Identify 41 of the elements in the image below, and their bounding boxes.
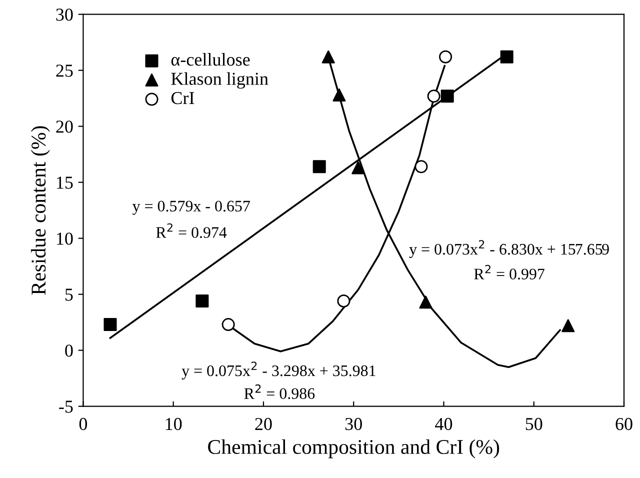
annotation: R$^{2}$ = 0.974 [156, 223, 227, 238]
x-tick-label: 50 [526, 418, 542, 430]
legend-label: Klason lignin [171, 72, 268, 89]
point [337, 294, 350, 308]
x-axis-title: Chemical composition and CrI (%) [208, 439, 500, 458]
point [500, 50, 514, 64]
point [196, 294, 209, 308]
x-tick-label: 10 [166, 418, 182, 430]
point [414, 160, 428, 174]
y-tick-label: 20 [56, 120, 73, 133]
y-tick-label: 10 [57, 232, 73, 245]
legend-label: α-cellulose [171, 53, 250, 66]
x-tick-label: 0 [79, 418, 88, 430]
x-tick-label: 30 [345, 418, 362, 430]
point [222, 318, 235, 332]
y-tick-label: -5 [59, 400, 73, 413]
y-tick-label: 0 [65, 344, 73, 357]
point [332, 88, 346, 102]
point [322, 50, 335, 64]
y-tick-label: 25 [56, 64, 73, 77]
point [312, 160, 326, 174]
point [562, 319, 575, 332]
point [427, 90, 440, 103]
annotation: y = 0.073x$^{2}$ - 6.830x + 157.659 [409, 240, 609, 258]
annotation: R$^{2}$ = 0.997 [474, 264, 544, 280]
point [352, 161, 365, 174]
x-tick-label: 40 [435, 418, 452, 430]
y-tick-label: 5 [66, 288, 73, 301]
annotation: R$^{2}$ = 0.986 [244, 384, 315, 400]
legend-label: CrI [171, 92, 194, 104]
annotation: y = 0.075x$^{2}$ - 3.298x + 35.981 [182, 362, 376, 380]
y-tick-label: 30 [56, 8, 73, 21]
point [440, 90, 454, 103]
point [104, 318, 117, 332]
x-tick-label: 20 [255, 418, 272, 430]
y-tick-label: 15 [57, 176, 73, 189]
point [439, 50, 452, 64]
x-tick-label: 60 [616, 418, 632, 430]
y-axis-title: Residue content (%) [30, 126, 50, 295]
point [419, 296, 432, 309]
annotation: y = 0.579x - 0.657 [132, 200, 250, 215]
